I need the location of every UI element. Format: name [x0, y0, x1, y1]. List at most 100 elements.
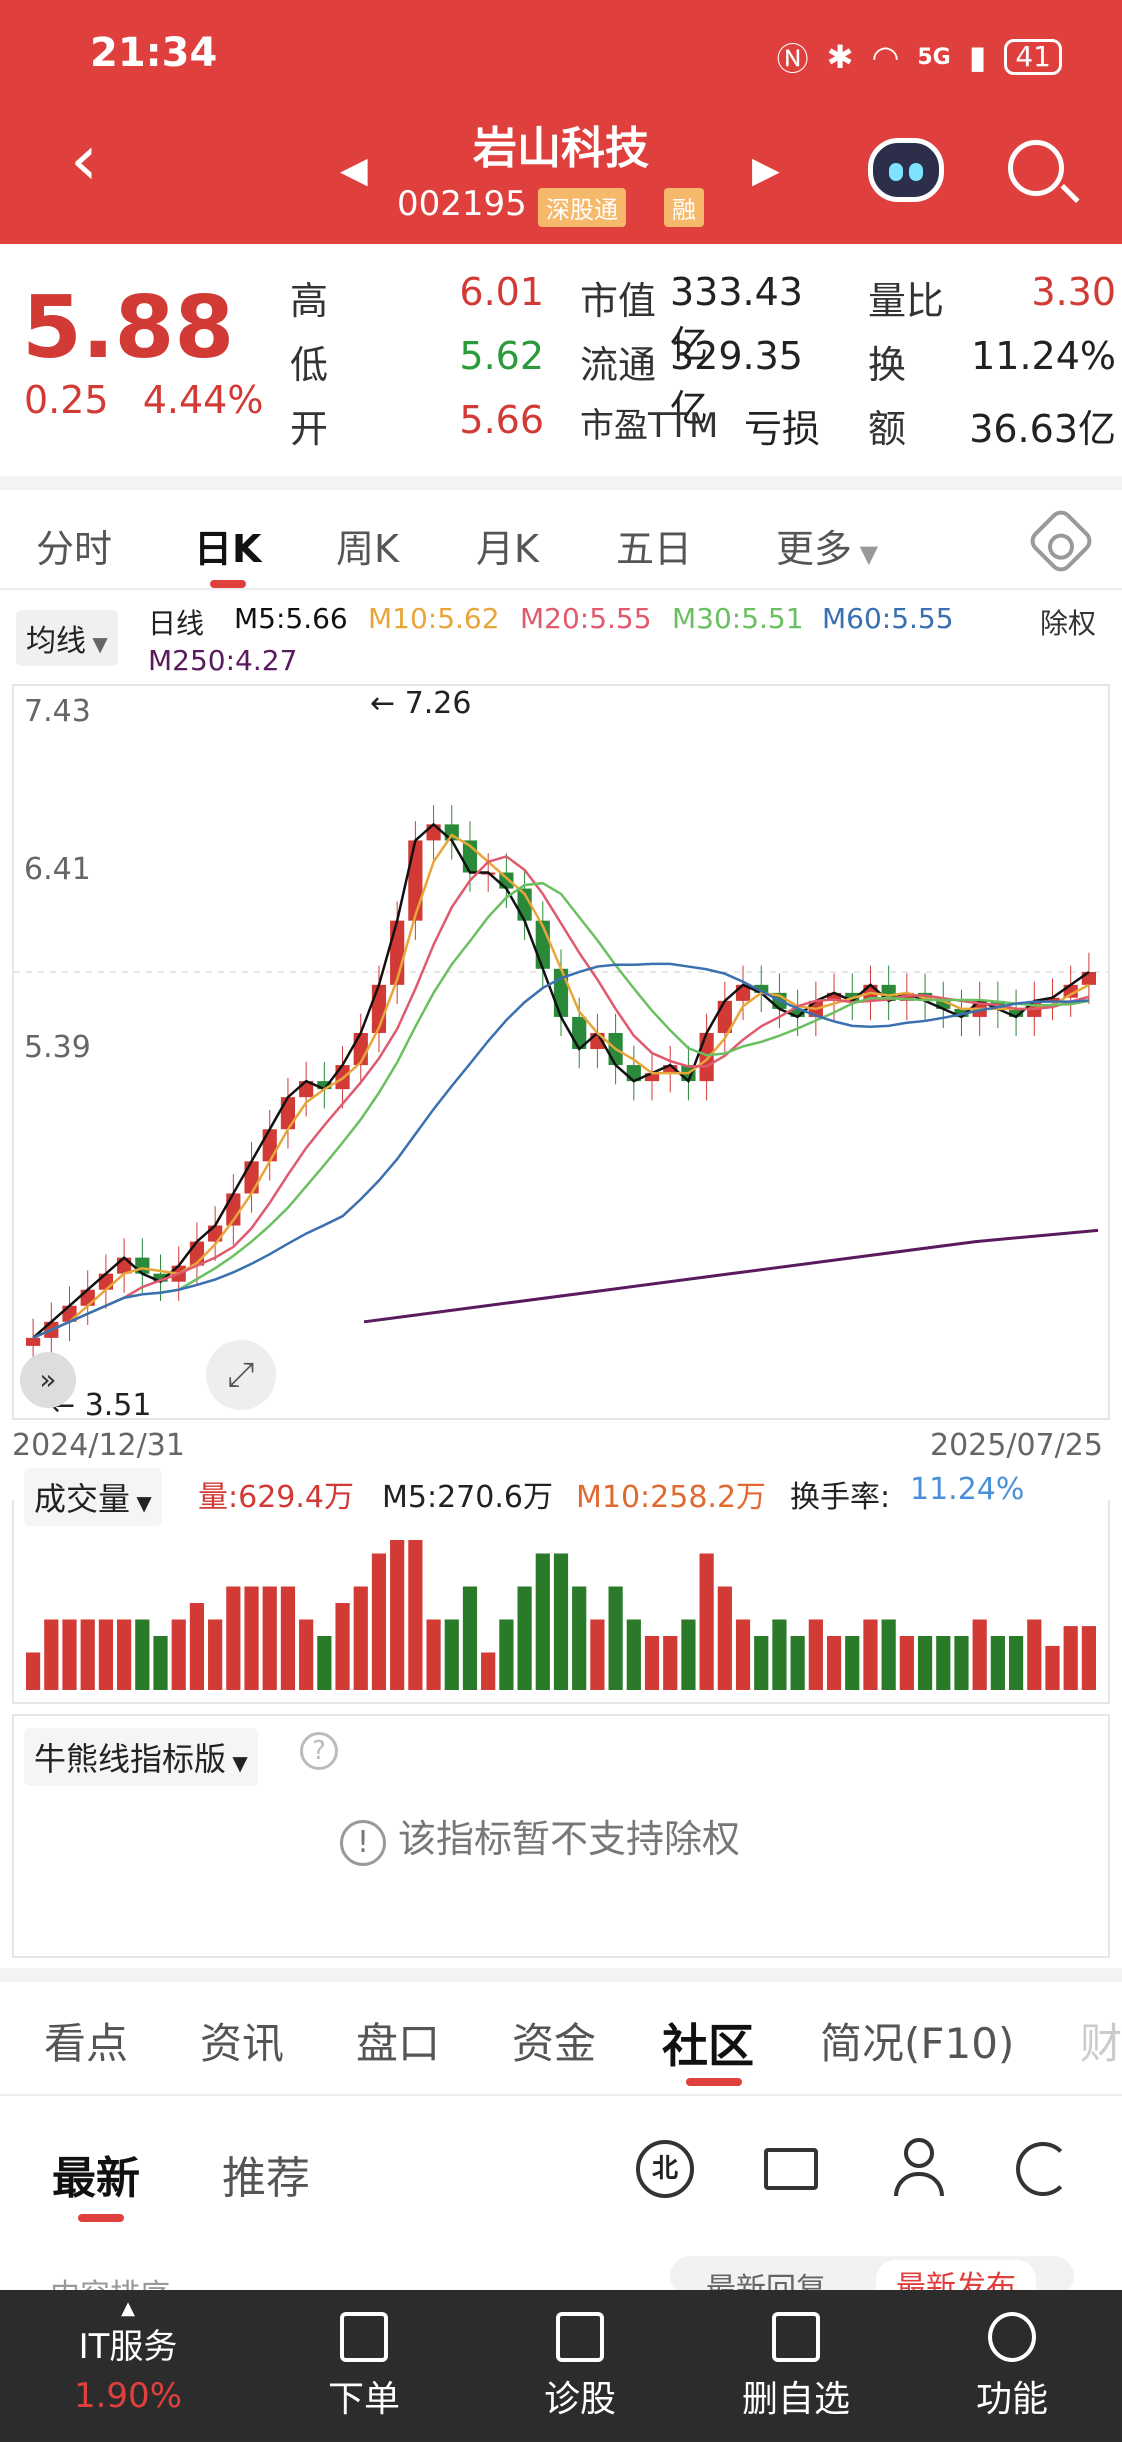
exright-toggle[interactable]: 除权 [1040, 607, 1097, 640]
open-value: 5.66 [459, 398, 544, 442]
next-stock-icon[interactable]: ▶ [752, 150, 780, 191]
tab-highlights[interactable]: 看点 [44, 2019, 129, 2068]
volume-bar [845, 1636, 860, 1690]
tab-news[interactable]: 资讯 [200, 2019, 285, 2068]
volume-bar [335, 1603, 350, 1690]
x-start-date: 2024/12/31 [12, 1428, 185, 1463]
tab-five-day[interactable]: 五日 [616, 527, 693, 571]
indicator-selector-label: 牛熊线指标版 [34, 1740, 227, 1778]
volume-value: 量:629.4万 [198, 1480, 354, 1515]
amount-label: 额 [868, 407, 907, 451]
y-tick-high: 7.43 [24, 694, 91, 729]
sector-name: IT服务 [78, 2327, 178, 2367]
mktcap-label: 市值 [580, 279, 657, 323]
low-value: 5.62 [459, 334, 544, 378]
candle-body [826, 992, 842, 1001]
post-icon[interactable]: 北 [636, 2140, 694, 2198]
volume-bar [553, 1553, 569, 1690]
search-icon[interactable] [1008, 140, 1064, 196]
assistant-robot-icon[interactable] [868, 138, 944, 202]
tab-daily-k[interactable]: 日K [194, 527, 262, 571]
high-marker: ← 7.26 [370, 686, 471, 721]
volume-bar [790, 1636, 805, 1690]
volume-bar [171, 1619, 186, 1690]
active-tab-indicator [210, 580, 246, 588]
tab-funds[interactable]: 资金 [512, 2019, 597, 2068]
stock-code: 002195 [397, 184, 527, 224]
indicator-notice-text: 该指标暂不支持除权 [398, 1817, 741, 1861]
tab-profile-f10[interactable]: 简况(F10) [820, 2019, 1015, 2068]
candle-body [244, 1161, 259, 1194]
turnover-value: 11.24% [971, 334, 1116, 378]
tab-more[interactable]: 更多 ▼ [776, 518, 878, 573]
battery-icon: 41 [1004, 39, 1062, 75]
tab-latest[interactable]: 最新 [52, 2153, 140, 2204]
volume-bar [1008, 1636, 1024, 1690]
wifi-icon: ◠ [871, 38, 900, 76]
tab-weekly-k[interactable]: 周K [336, 527, 399, 571]
refresh-icon[interactable] [1016, 2142, 1070, 2196]
kline-svg [14, 805, 1108, 1366]
ma-m250: M250:4.27 [148, 644, 298, 677]
volume-bar [990, 1636, 1005, 1690]
candle-body [790, 1008, 805, 1017]
mktcap-value: 333.43亿 [670, 270, 803, 367]
help-icon[interactable]: ? [300, 1732, 338, 1770]
divider [0, 1968, 1122, 1982]
volume-bar [98, 1619, 114, 1690]
ma-m30: M30:5.51 [672, 602, 804, 635]
volume-bar [663, 1636, 678, 1690]
status-icons: Ⓝ ✱ ◠ 5G ▮ 41 [777, 34, 1062, 80]
bottom-toolbar: ▲ IT服务 1.90% 下单 诊股 删自选 功能 [0, 2290, 1122, 2442]
caret-down-icon: ▼ [130, 1491, 152, 1515]
tab-monthly-k[interactable]: 月K [476, 527, 539, 571]
stock-title: 岩山科技 [473, 123, 649, 174]
candle-body [663, 1065, 678, 1074]
kline-chart[interactable] [12, 684, 1110, 1420]
candle-body [408, 840, 423, 921]
settings-icon[interactable] [1025, 505, 1097, 577]
volume-chart[interactable] [12, 1500, 1110, 1704]
candle-body [1045, 997, 1060, 1001]
volume-bar [1027, 1619, 1042, 1690]
prev-stock-icon[interactable]: ◀ [340, 150, 368, 191]
volume-bar [244, 1586, 259, 1690]
user-icon[interactable] [894, 2138, 944, 2198]
tab-recommended[interactable]: 推荐 [222, 2153, 310, 2204]
volume-selector[interactable]: 成交量 ▼ [24, 1468, 162, 1526]
volume-bar [408, 1540, 423, 1690]
volume-bar [499, 1619, 514, 1690]
volume-bar [954, 1636, 969, 1690]
tab-orderbook[interactable]: 盘口 [356, 2019, 441, 2068]
candle-body [280, 1097, 296, 1130]
indicator-selector[interactable]: 牛熊线指标版 ▼ [24, 1728, 258, 1786]
remove-watchlist-button[interactable]: 删自选 [696, 2290, 896, 2422]
diagnose-button[interactable]: 诊股 [480, 2290, 680, 2422]
candle-body [26, 1337, 41, 1346]
sector-indicator[interactable]: ▲ IT服务 1.90% [28, 2290, 228, 2416]
mail-icon[interactable] [764, 2148, 818, 2190]
order-button[interactable]: 下单 [264, 2290, 464, 2422]
vratio-value: 3.30 [1031, 270, 1116, 314]
tab-intraday[interactable]: 分时 [36, 527, 113, 571]
volume-bar [80, 1619, 95, 1690]
candle-body [644, 1073, 660, 1082]
volume-m5: M5:270.6万 [382, 1480, 553, 1515]
tab-finance[interactable]: 财 [1080, 2019, 1122, 2068]
volume-bar [626, 1619, 641, 1690]
ma-line-label: 日线 [148, 607, 205, 640]
volume-bar [644, 1636, 660, 1690]
collapse-drawer-icon[interactable]: » [20, 1352, 76, 1408]
divider [0, 588, 1122, 590]
expand-icon[interactable]: ⤢ [206, 1340, 276, 1410]
volume-bar [189, 1603, 205, 1690]
back-icon[interactable]: ‹ [70, 119, 98, 201]
ma-selector[interactable]: 均线 ▼ [16, 610, 118, 666]
info-icon: ! [340, 1820, 386, 1866]
functions-button[interactable]: 功能 [912, 2290, 1112, 2422]
change-pct: 4.44% [142, 378, 264, 422]
volume-bar [590, 1619, 605, 1690]
tab-community[interactable]: 社区 [662, 2019, 754, 2073]
volume-bar [863, 1619, 878, 1690]
volume-bar [936, 1636, 951, 1690]
